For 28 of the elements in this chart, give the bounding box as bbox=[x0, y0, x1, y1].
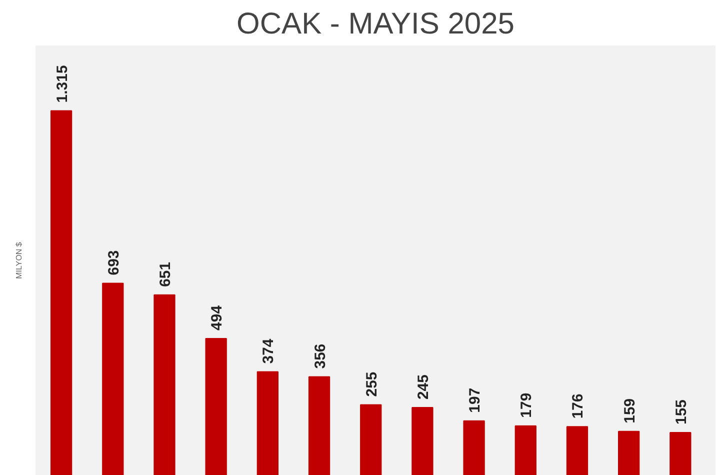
data-label: 159 bbox=[621, 398, 638, 424]
data-label: 255 bbox=[363, 372, 380, 397]
data-label: 1.315 bbox=[54, 65, 71, 103]
data-label: 176 bbox=[570, 394, 587, 419]
bar bbox=[514, 425, 536, 475]
data-label: 179 bbox=[518, 392, 536, 418]
bar bbox=[154, 294, 176, 475]
chart-title: OCAK - MAYIS 2025 bbox=[236, 8, 514, 40]
data-label: 494 bbox=[208, 304, 226, 330]
bar bbox=[50, 110, 72, 475]
data-label: 197 bbox=[466, 388, 484, 413]
bar bbox=[102, 282, 124, 475]
data-label: 693 bbox=[105, 250, 122, 276]
bar bbox=[256, 371, 278, 475]
bar bbox=[566, 426, 588, 475]
bar bbox=[618, 430, 640, 475]
bar bbox=[360, 404, 382, 475]
bar bbox=[463, 420, 485, 475]
data-label: 245 bbox=[414, 374, 432, 400]
data-label: 651 bbox=[156, 262, 174, 287]
y-axis-title: MILYON $ bbox=[14, 242, 24, 279]
bar bbox=[205, 338, 227, 475]
bar bbox=[308, 376, 330, 475]
data-label: 155 bbox=[672, 399, 690, 424]
data-label: 374 bbox=[260, 338, 278, 364]
bar bbox=[670, 432, 692, 475]
bar bbox=[412, 407, 434, 475]
data-label: 356 bbox=[312, 344, 329, 369]
